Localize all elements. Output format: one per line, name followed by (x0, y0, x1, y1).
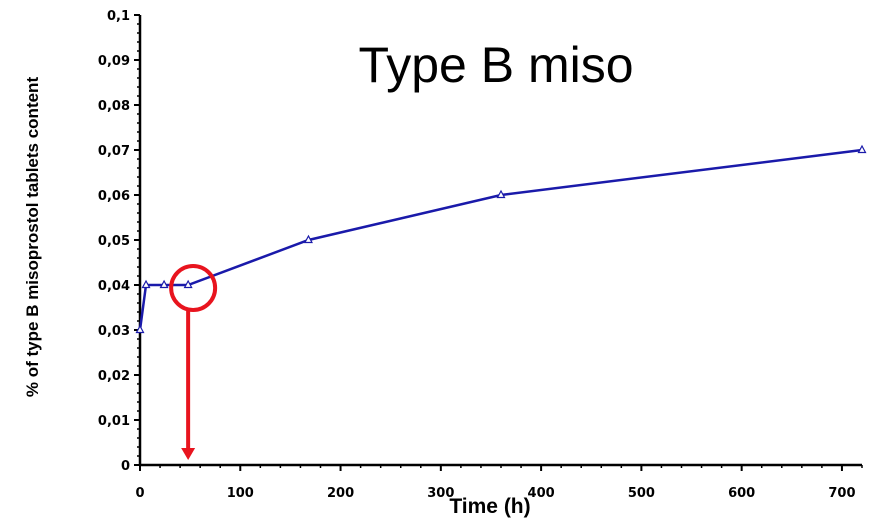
chart-title: Type B miso (358, 37, 633, 93)
highlight-circle (169, 264, 218, 312)
x-tick-label: 100 (227, 486, 254, 501)
x-tick-label: 600 (728, 486, 755, 501)
data-point (183, 279, 193, 289)
y-tick-label: 0,03 (98, 324, 130, 339)
tick-marks (134, 14, 863, 471)
data-point (159, 279, 169, 289)
y-tick-label: 0,08 (98, 99, 130, 114)
y-tick-label: 0,09 (98, 54, 130, 69)
tick-labels: 0 0,01 0,02 0,03 0,04 0,05 0,06 0,07 0,08 0,09 0,1… (98, 9, 856, 501)
x-tick-label: 0 (135, 486, 144, 501)
y-axis-title: % of type B misoprostol tablets content (23, 77, 42, 398)
arrow-head (181, 448, 196, 460)
x-tick-label: 500 (628, 486, 655, 501)
data-point (496, 189, 506, 199)
x-tick-label: 300 (427, 486, 454, 501)
series (135, 144, 867, 334)
y-tick-label: 0,01 (98, 414, 130, 429)
y-tick-label: 0,1 (107, 9, 130, 24)
x-tick-label: 400 (528, 486, 555, 501)
y-tick-label: 0,04 (98, 279, 130, 294)
x-tick-label: 700 (828, 486, 855, 501)
series-line (138, 148, 863, 331)
y-tick-label: 0,05 (98, 234, 130, 249)
x-tick-label: 200 (327, 486, 354, 501)
data-point (141, 279, 151, 289)
data-point (303, 234, 313, 244)
annotations (169, 264, 218, 460)
data-point (135, 324, 145, 334)
y-tick-label: 0 (121, 459, 130, 474)
data-point (857, 144, 867, 154)
y-tick-label: 0,02 (98, 369, 130, 384)
y-tick-label: 0,06 (98, 189, 130, 204)
y-tick-label: 0,07 (98, 144, 130, 159)
x-axis-title: Time (h) (449, 495, 530, 518)
